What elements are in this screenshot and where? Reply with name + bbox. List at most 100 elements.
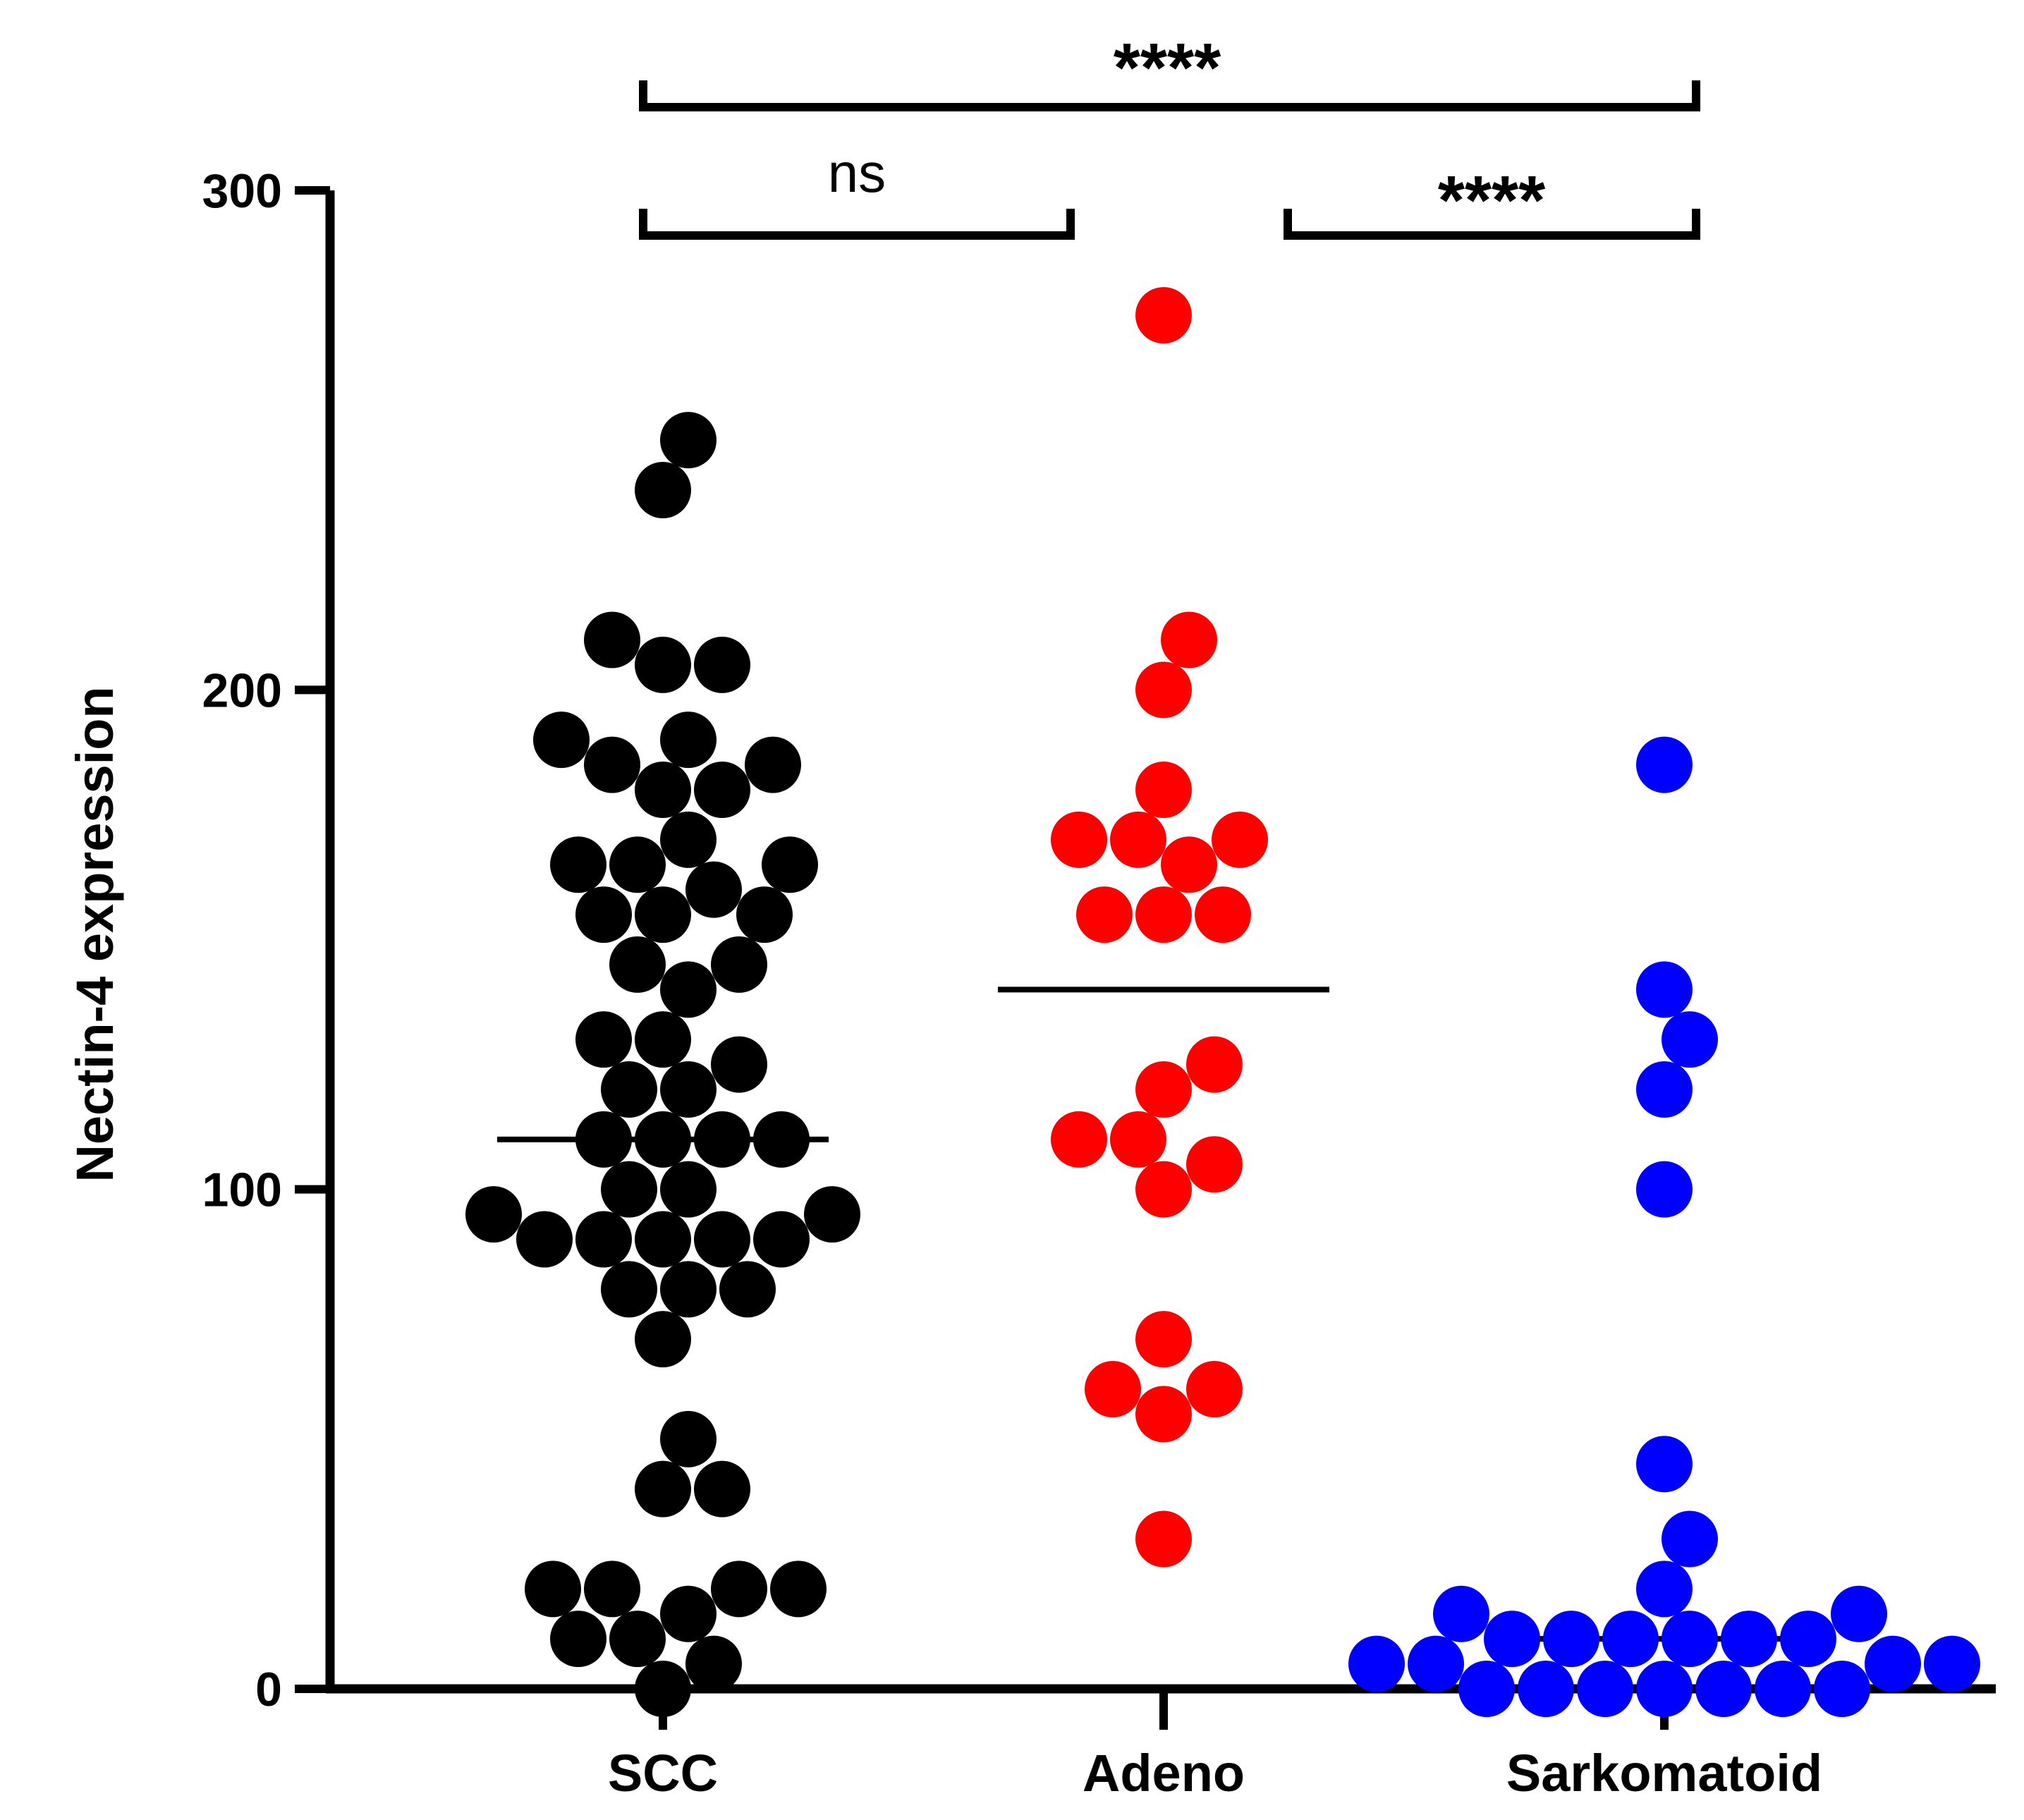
data-point xyxy=(584,611,640,668)
data-point xyxy=(753,1211,810,1268)
data-point xyxy=(694,636,750,693)
data-point xyxy=(1135,1061,1192,1118)
data-point xyxy=(736,886,793,943)
y-tick-label: 300 xyxy=(202,164,282,218)
data-point xyxy=(635,1460,691,1517)
data-point xyxy=(1212,811,1268,868)
data-point xyxy=(1602,1611,1659,1668)
data-point xyxy=(1662,1611,1718,1668)
data-point xyxy=(1135,287,1192,344)
data-point xyxy=(770,1561,827,1618)
data-point xyxy=(1636,1436,1693,1493)
data-point xyxy=(660,711,717,769)
data-point xyxy=(1924,1635,1980,1692)
data-point xyxy=(601,1261,657,1318)
data-point xyxy=(1135,1311,1192,1368)
x-category-label: Sarkomatoid xyxy=(1506,1744,1822,1802)
data-point xyxy=(660,1410,717,1467)
data-point xyxy=(1636,1061,1693,1118)
data-point xyxy=(550,836,606,893)
data-point xyxy=(694,1211,750,1268)
data-point xyxy=(711,1561,767,1618)
data-point xyxy=(1577,1661,1633,1717)
data-point xyxy=(660,1061,717,1118)
data-point xyxy=(1161,611,1217,668)
data-point xyxy=(711,1036,767,1093)
data-point xyxy=(1051,1111,1107,1168)
data-point xyxy=(609,1611,666,1668)
data-point xyxy=(584,1561,640,1618)
data-point xyxy=(660,1261,717,1318)
data-point xyxy=(1518,1661,1574,1717)
data-point xyxy=(745,736,801,793)
data-point xyxy=(635,1311,691,1368)
data-point xyxy=(1135,1510,1192,1568)
data-point xyxy=(525,1561,581,1618)
y-tick-label: 200 xyxy=(202,664,282,717)
data-point xyxy=(635,886,691,943)
data-point xyxy=(1051,811,1107,868)
data-point xyxy=(719,1261,776,1318)
data-point xyxy=(601,1061,657,1118)
data-point xyxy=(1636,961,1693,1018)
data-point xyxy=(660,961,717,1018)
data-point xyxy=(533,711,590,769)
significance-brackets: ns **** **** xyxy=(639,29,1700,240)
data-point xyxy=(635,762,691,818)
data-point xyxy=(1458,1661,1515,1717)
data-point xyxy=(575,1111,632,1168)
data-point xyxy=(1484,1611,1540,1668)
data-point xyxy=(575,1011,632,1068)
data-point xyxy=(635,462,691,518)
data-point xyxy=(1085,1361,1141,1417)
data-point xyxy=(609,836,666,893)
data-point xyxy=(1662,1510,1718,1568)
data-point xyxy=(575,886,632,943)
data-point xyxy=(762,836,818,893)
data-point xyxy=(1186,1036,1243,1093)
data-point xyxy=(1721,1611,1777,1668)
data-point xyxy=(1348,1635,1405,1692)
data-point xyxy=(685,861,742,918)
data-point xyxy=(1636,1561,1693,1618)
data-point xyxy=(1814,1661,1870,1717)
comparison-bracket xyxy=(1284,209,1700,240)
data-point xyxy=(1636,1161,1693,1218)
data-point xyxy=(694,762,750,818)
y-tick-label: 0 xyxy=(255,1663,282,1716)
data-point xyxy=(635,1011,691,1068)
data-point xyxy=(601,1161,657,1218)
data-point xyxy=(660,811,717,868)
data-point xyxy=(1135,762,1192,818)
comparison-bracket xyxy=(639,209,1075,240)
data-point xyxy=(1135,1161,1192,1218)
data-point xyxy=(575,1211,632,1268)
y-axis-label: Nectin-4 expression xyxy=(66,686,124,1182)
data-points xyxy=(465,287,1980,1717)
y-tick-label: 100 xyxy=(202,1164,282,1217)
data-point xyxy=(1831,1585,1887,1642)
data-point xyxy=(1135,886,1192,943)
data-point xyxy=(1161,836,1217,893)
comparison-bracket xyxy=(639,80,1700,111)
data-point xyxy=(1408,1635,1464,1692)
data-point xyxy=(1076,886,1133,943)
significance-label: **** xyxy=(1438,161,1546,239)
data-point xyxy=(465,1186,522,1243)
data-point xyxy=(1780,1611,1836,1668)
data-point xyxy=(1865,1635,1921,1692)
data-point xyxy=(1135,1386,1192,1443)
data-point xyxy=(609,936,666,993)
data-point xyxy=(1186,1136,1243,1193)
data-point xyxy=(660,412,717,469)
data-point xyxy=(635,636,691,693)
data-point xyxy=(694,1111,750,1168)
data-point xyxy=(635,1111,691,1168)
data-point xyxy=(1186,1361,1243,1417)
data-point xyxy=(1543,1611,1599,1668)
data-point xyxy=(1135,661,1192,719)
data-point xyxy=(1636,1661,1693,1717)
x-category-label: Adeno xyxy=(1083,1744,1245,1802)
x-category-label: SCC xyxy=(608,1744,718,1802)
